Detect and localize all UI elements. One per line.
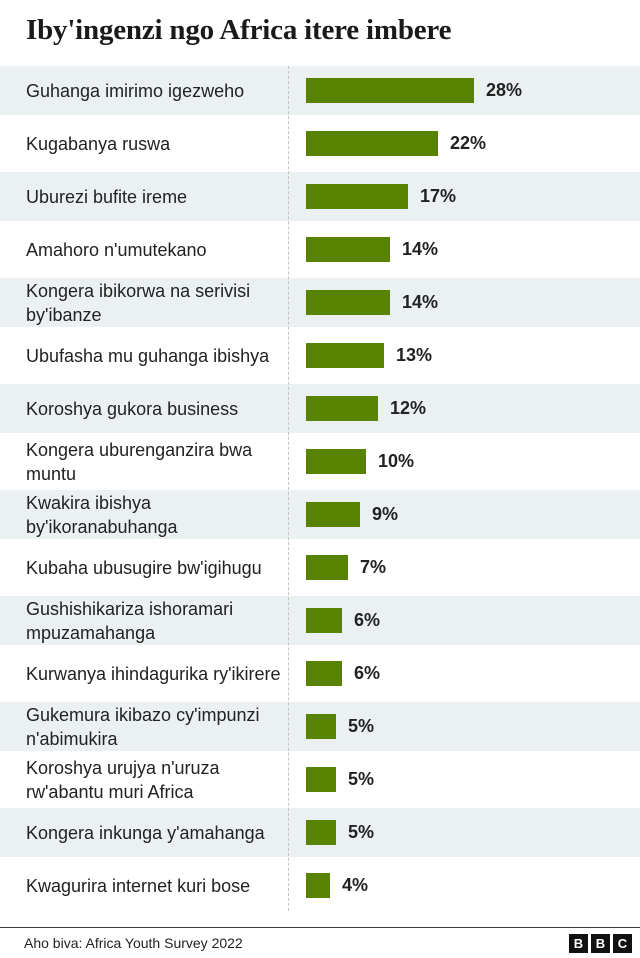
value-label: 17% [420,186,457,206]
bar-row: Kwagurira internet kuri bose 4% [0,861,640,910]
logo-letter-b2: B [591,934,610,953]
bar [306,396,378,421]
bar [306,555,348,580]
category-label: Koroshya gukora business [26,398,239,419]
bar-row: Ubufasha mu guhanga ibishya 13% [0,331,640,380]
bar-row: Kwakira ibishya by'ikoranabuhanga 9% [0,490,640,539]
category-label: Kongera inkunga y'amahanga [26,822,265,843]
value-label: 6% [354,663,381,683]
category-label: Gushishikariza ishoramari mpuzamahanga [26,598,234,643]
bar-row: Uburezi bufite ireme 17% [0,172,640,221]
bar [306,873,330,898]
bar-row: Kongera uburenganzira bwa muntu 10% [0,437,640,486]
bar [306,78,474,103]
category-label: Ubufasha mu guhanga ibishya [26,345,270,366]
category-label: Kwagurira internet kuri bose [26,875,251,896]
bar-chart: Guhanga imirimo igezweho 28% Kugabanya rus… [0,66,640,911]
category-label: Amahoro n'umutekano [26,239,207,260]
bar-row: Gukemura ikibazo cy'impunzi n'abimukira 5… [0,702,640,751]
logo-letter-c: C [613,934,632,953]
category-label: Uburezi bufite ireme [26,186,188,207]
bar-row: Kubaha ubusugire bw'igihugu 7% [0,543,640,592]
category-label: Kwakira ibishya by'ikoranabuhanga [26,492,178,537]
value-label: 7% [360,557,387,577]
category-label: Kugabanya ruswa [26,133,171,154]
value-label: 9% [372,504,399,524]
axis-divider [288,66,289,911]
source-note: Aho biva: Africa Youth Survey 2022 [24,935,243,951]
value-label: 14% [402,292,439,312]
value-label: 5% [348,822,375,842]
category-label: Kubaha ubusugire bw'igihugu [26,557,262,578]
bar [306,449,366,474]
value-label: 5% [348,769,375,789]
chart-title: Iby'ingenzi ngo Africa itere imbere [26,14,452,46]
value-label: 12% [390,398,427,418]
bar [306,608,342,633]
value-label: 4% [342,875,369,895]
bar [306,502,360,527]
category-label: Kongera ibikorwa na serivisi by'ibanze [26,280,251,325]
logo-letter-b1: B [569,934,588,953]
bar [306,290,390,315]
bar-row: Koroshya urujya n'uruza rw'abantu muri A… [0,755,640,804]
category-label: Gukemura ikibazo cy'impunzi n'abimukira [26,704,260,749]
bar-row: Kongera inkunga y'amahanga 5% [0,808,640,857]
bar-row: Guhanga imirimo igezweho 28% [0,66,640,115]
bar [306,767,336,792]
bar [306,343,384,368]
bar [306,714,336,739]
bar [306,661,342,686]
category-label: Kurwanya ihindagurika ry'ikirere [26,663,281,684]
category-label: Guhanga imirimo igezweho [26,80,245,101]
bar-row: Amahoro n'umutekano 14% [0,225,640,274]
value-label: 28% [486,80,523,100]
bar-row: Koroshya gukora business 12% [0,384,640,433]
bar-row: Kurwanya ihindagurika ry'ikirere 6% [0,649,640,698]
bar [306,131,438,156]
value-label: 5% [348,716,375,736]
value-label: 22% [450,133,487,153]
bar-row: Kugabanya ruswa 22% [0,119,640,168]
bar-row: Kongera ibikorwa na serivisi by'ibanze 14… [0,278,640,327]
category-label: Kongera uburenganzira bwa muntu [26,439,253,484]
footer-divider [0,927,640,928]
value-label: 6% [354,610,381,630]
value-label: 14% [402,239,439,259]
bbc-logo: B B C [569,934,632,953]
bar [306,820,336,845]
bar [306,237,390,262]
value-label: 10% [378,451,415,471]
category-label: Koroshya urujya n'uruza rw'abantu muri A… [26,757,220,802]
bar [306,184,408,209]
value-label: 13% [396,345,433,365]
bar-row: Gushishikariza ishoramari mpuzamahanga 6% [0,596,640,645]
